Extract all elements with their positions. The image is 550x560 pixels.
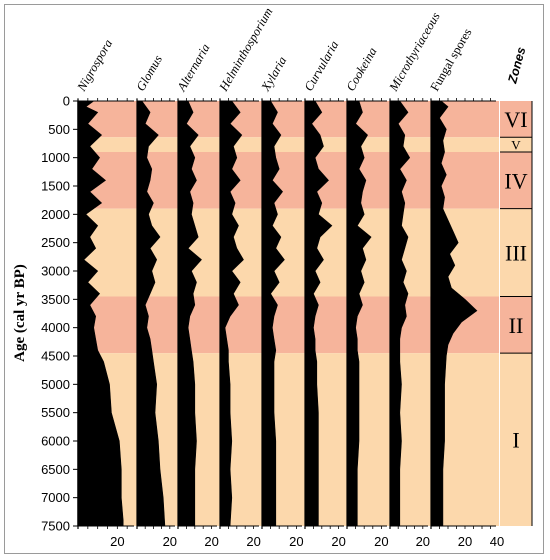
y-tick-label: 7500 bbox=[41, 519, 70, 534]
y-tick-label: 1000 bbox=[41, 150, 70, 165]
x-tick-label: 20 bbox=[331, 534, 345, 549]
y-tick-label: 5500 bbox=[41, 405, 70, 420]
series-area-xylaria bbox=[261, 100, 285, 527]
zone-label-V: V bbox=[511, 138, 521, 153]
series-area-fungal-spores bbox=[430, 100, 478, 527]
y-axis-title: Age (cal yr BP) bbox=[12, 264, 28, 362]
y-tick-label: 7000 bbox=[41, 490, 70, 505]
taxon-label-nigrospora: Nigrospora bbox=[74, 37, 115, 94]
taxon-label-fungal-spores: Fungal spores bbox=[427, 26, 474, 94]
x-tick-label: 20 bbox=[110, 534, 124, 549]
taxon-label-xylaria: Xylaria bbox=[258, 54, 289, 94]
zone-cell-IV bbox=[500, 152, 532, 209]
zone-label-I: I bbox=[512, 428, 519, 453]
y-tick-label: 4500 bbox=[41, 349, 70, 364]
y-tick-label: 3500 bbox=[41, 292, 70, 307]
series-area-helminthosporium bbox=[219, 100, 244, 527]
series-area-microthyriaceous bbox=[389, 100, 411, 527]
series-area-alternaria bbox=[177, 100, 202, 527]
zone-label-II: II bbox=[509, 313, 524, 338]
zone-label-VI: VI bbox=[504, 107, 527, 132]
taxon-label-curvularia: Curvularia bbox=[301, 38, 341, 93]
zone-cell-I bbox=[500, 353, 532, 526]
series-area-curvularia bbox=[304, 100, 333, 527]
taxon-label-cookeina: Cookeina bbox=[343, 45, 379, 94]
y-tick-label: 2500 bbox=[41, 235, 70, 250]
x-tick-label: 20 bbox=[374, 534, 388, 549]
series-area-nigrospora bbox=[77, 100, 124, 527]
zone-cell-VI bbox=[500, 101, 532, 138]
y-tick-label: 6000 bbox=[41, 434, 70, 449]
y-tick-label: 4000 bbox=[41, 320, 70, 335]
y-tick-label: 5000 bbox=[41, 377, 70, 392]
x-tick-label: 20 bbox=[289, 534, 303, 549]
zone-cell-III bbox=[500, 208, 532, 297]
y-tick-label: 3000 bbox=[41, 264, 70, 279]
taxon-label-alternaria: Alternaria bbox=[174, 41, 213, 94]
zone-cell-II bbox=[500, 296, 532, 354]
y-tick-label: 2000 bbox=[41, 207, 70, 222]
zone-label-III: III bbox=[505, 241, 527, 266]
x-tick-label: 20 bbox=[458, 534, 472, 549]
series-area-glomus bbox=[136, 100, 166, 527]
zone-label-IV: IV bbox=[504, 168, 527, 193]
series-area-cookeina bbox=[346, 100, 372, 527]
x-tick-label: 20 bbox=[163, 534, 177, 549]
x-tick-label: 20 bbox=[204, 534, 218, 549]
taxon-label-glomus: Glomus bbox=[133, 53, 165, 94]
y-tick-label: 1500 bbox=[41, 179, 70, 194]
x-tick-label: 20 bbox=[246, 534, 260, 549]
zone-cell-V bbox=[500, 137, 532, 152]
y-tick-label: 6500 bbox=[41, 462, 70, 477]
zones-header: Zones bbox=[505, 46, 528, 86]
x-tick-label: 20 bbox=[416, 534, 430, 549]
y-tick-label: 0 bbox=[63, 94, 70, 109]
x-tick-label-last: 40 bbox=[490, 534, 504, 549]
y-tick-label: 500 bbox=[48, 122, 70, 137]
